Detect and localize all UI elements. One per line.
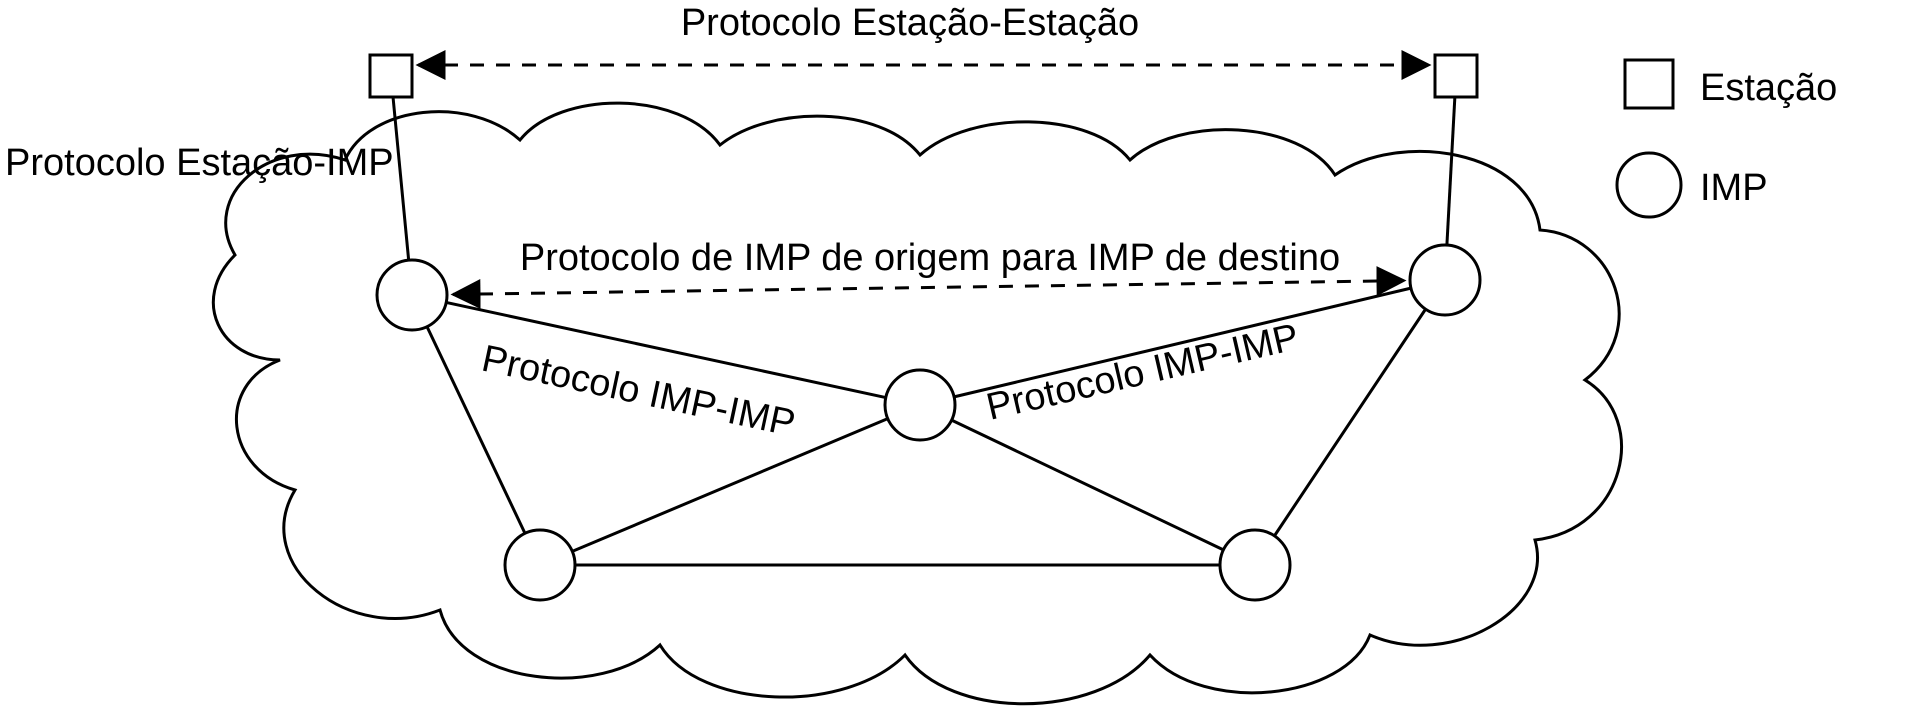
link-solid [572, 419, 887, 552]
station-node [1435, 55, 1477, 97]
imp-node [1410, 245, 1480, 315]
label-source-dest-imp-protocol: Protocolo de IMP de origem para IMP de d… [520, 237, 1340, 279]
imp-node [885, 370, 955, 440]
link-solid [952, 420, 1224, 550]
label-imp-imp-protocol: Protocolo IMP-IMP [983, 316, 1303, 429]
imp-node [377, 260, 447, 330]
link-solid [393, 97, 409, 260]
imp-node [505, 530, 575, 600]
label-station-station-protocol: Protocolo Estação-Estação [681, 2, 1139, 44]
link-dashed-protocol [453, 281, 1404, 295]
legend-imp-label: IMP [1700, 167, 1768, 209]
station-node [370, 55, 412, 97]
legend-station-icon [1625, 60, 1673, 108]
legend-imp-icon [1617, 153, 1681, 217]
legend-station-label: Estação [1700, 67, 1837, 109]
imp-node [1220, 530, 1290, 600]
link-solid [1447, 97, 1455, 245]
label-station-imp-protocol: Protocolo Estação-IMP [5, 142, 394, 184]
label-imp-imp-protocol: Protocolo IMP-IMP [478, 338, 799, 445]
